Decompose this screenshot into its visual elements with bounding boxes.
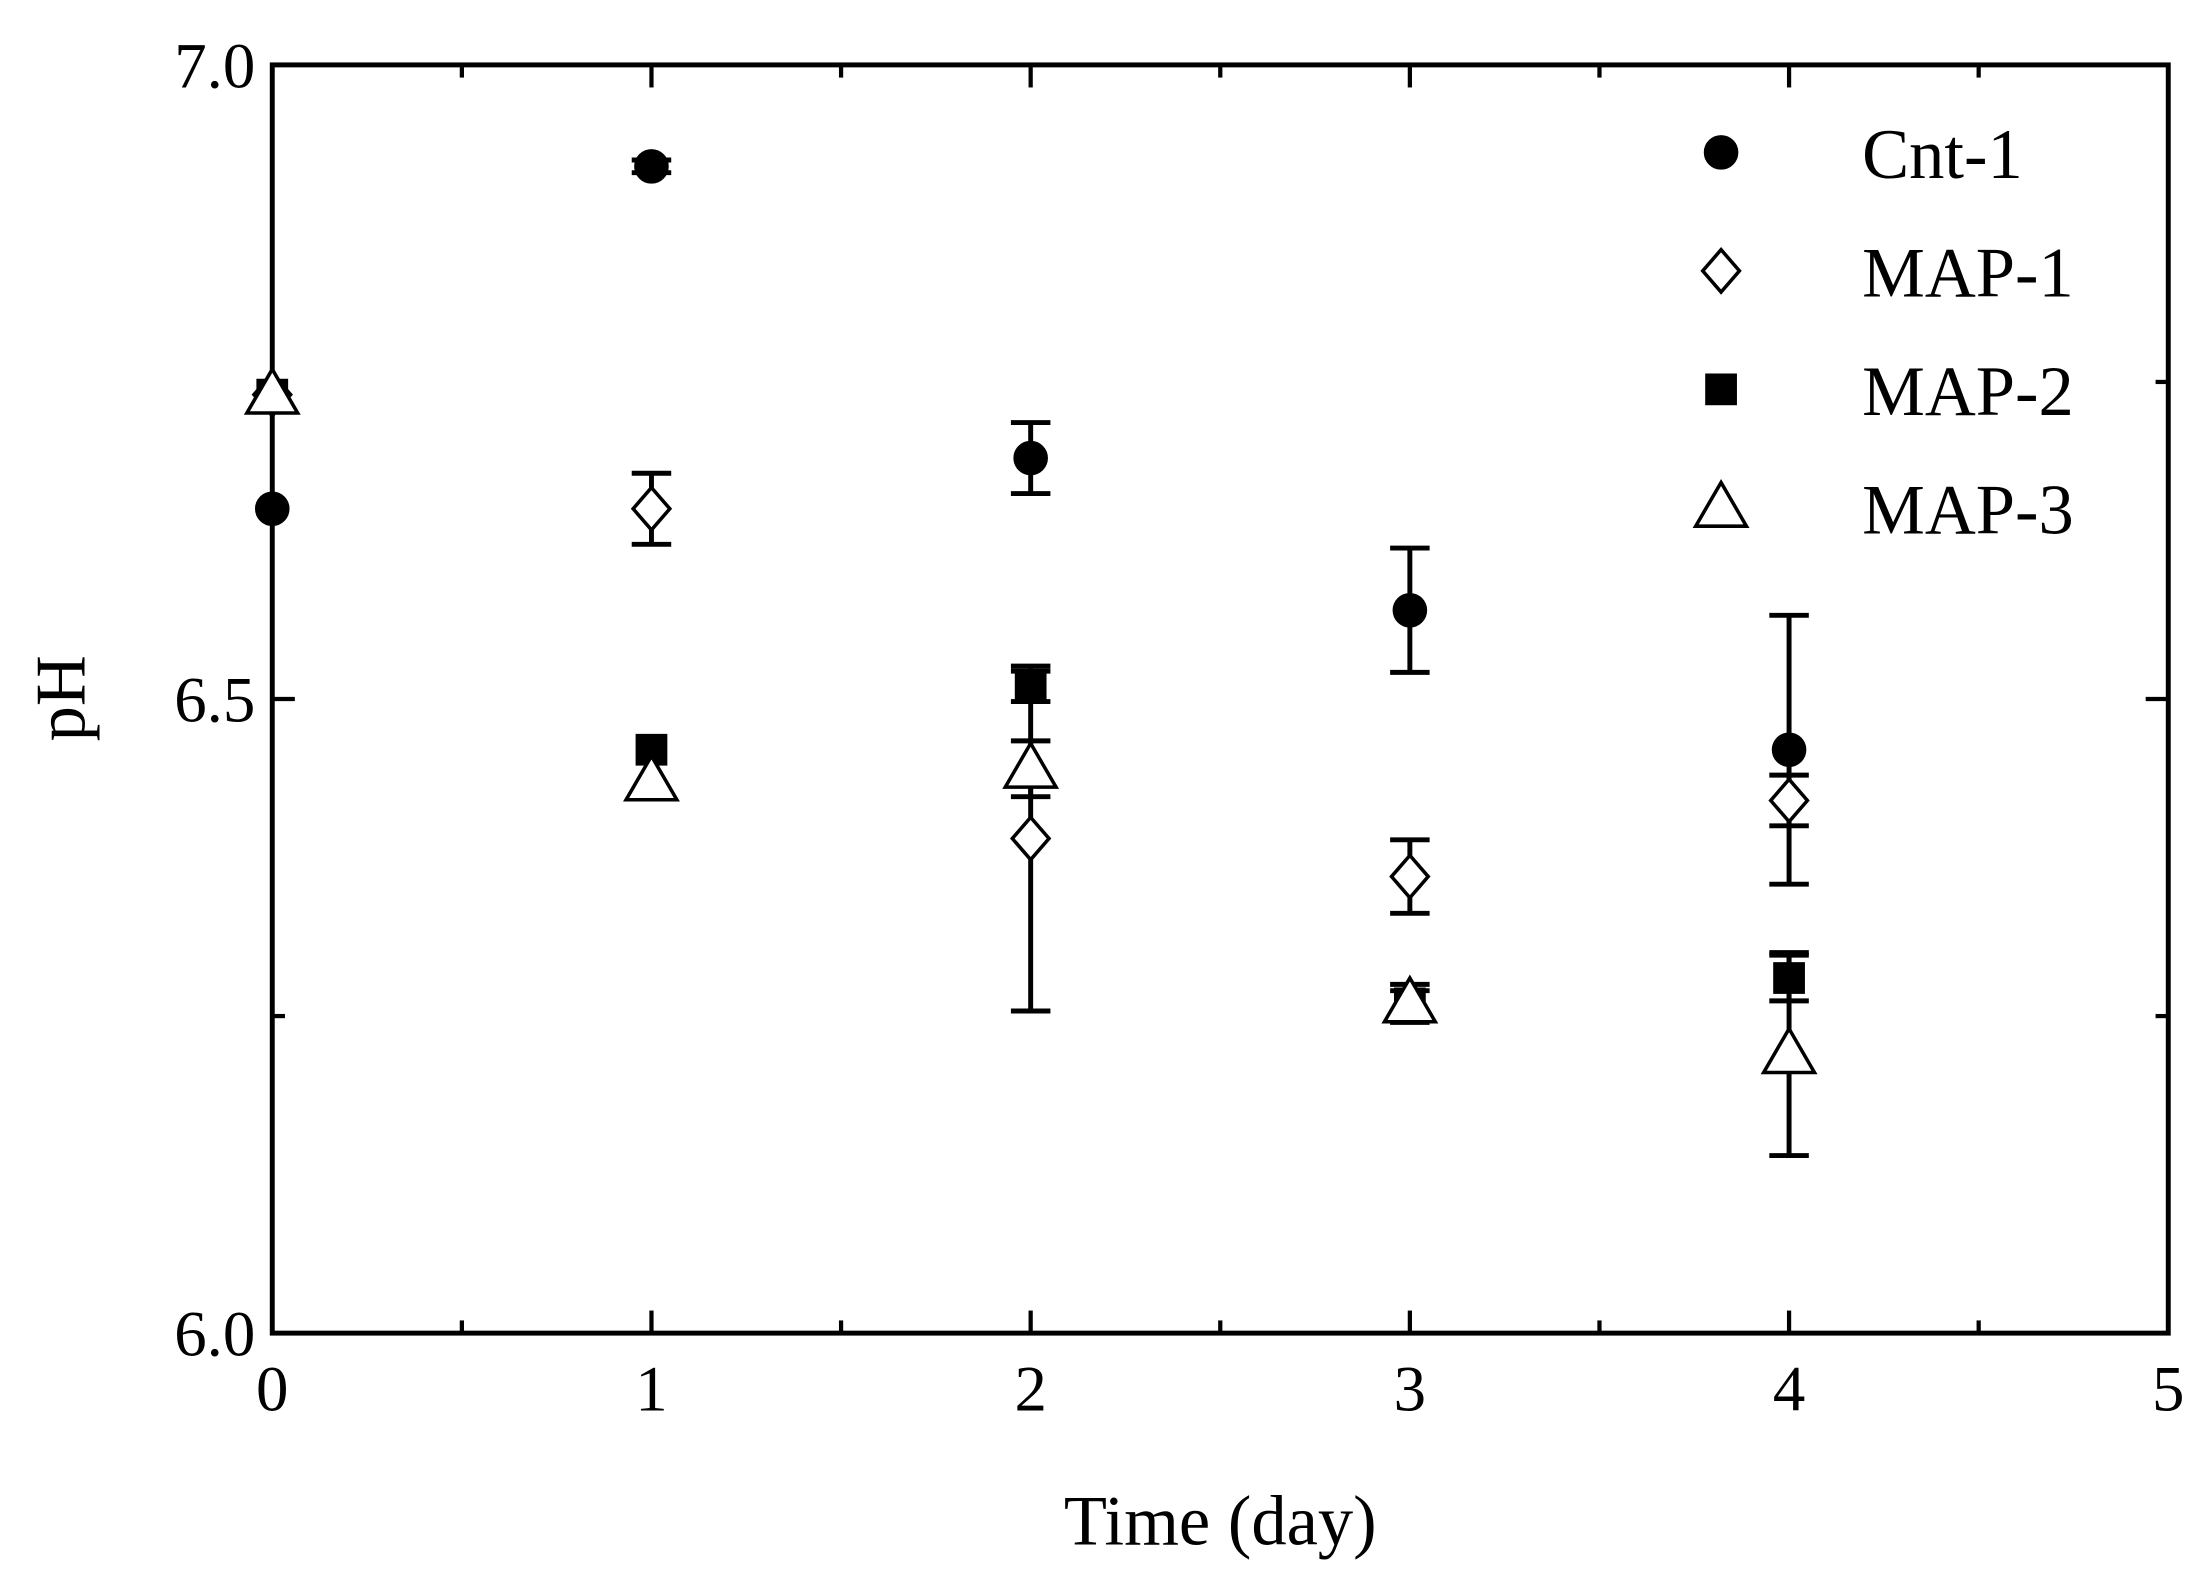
marker-circle xyxy=(634,149,669,184)
x-tick-label: 0 xyxy=(256,1354,288,1426)
marker-circle xyxy=(1392,592,1428,628)
marker-triangle xyxy=(1692,478,1750,528)
marker-circle xyxy=(1771,732,1807,768)
legend-label: MAP-1 xyxy=(1862,234,2074,312)
x-tick-label: 1 xyxy=(635,1354,667,1426)
marker-circle xyxy=(254,491,290,527)
x-tick-label: 5 xyxy=(2152,1354,2184,1426)
x-tick-label: 3 xyxy=(1394,1354,1426,1426)
x-tick-label: 4 xyxy=(1773,1354,1805,1426)
marker-diamond xyxy=(1700,247,1742,295)
x-tick-label: 2 xyxy=(1014,1354,1046,1426)
marker-circle xyxy=(1013,440,1048,476)
marker-diamond xyxy=(1768,776,1810,825)
legend-label: MAP-3 xyxy=(1862,471,2074,549)
marker-square xyxy=(1705,373,1737,406)
y-tick-label: 7.0 xyxy=(174,30,255,102)
y-tick-label: 6.0 xyxy=(174,1299,255,1371)
marker-circle xyxy=(1703,135,1739,170)
marker-triangle xyxy=(1002,739,1060,789)
marker-diamond xyxy=(630,484,673,533)
marker-diamond xyxy=(1389,852,1431,901)
marker-diamond xyxy=(1009,814,1052,863)
marker-triangle xyxy=(1381,974,1439,1024)
y-axis-title: pH xyxy=(23,655,101,741)
x-axis-title: Time (day) xyxy=(1064,1483,1377,1561)
marker-square xyxy=(1014,670,1047,703)
marker-triangle xyxy=(623,752,680,802)
legend-label: Cnt-1 xyxy=(1862,116,2023,194)
marker-triangle xyxy=(243,365,301,415)
legend-label: MAP-2 xyxy=(1862,353,2074,431)
marker-triangle xyxy=(1760,1025,1818,1075)
y-tick-label: 6.5 xyxy=(174,665,255,737)
